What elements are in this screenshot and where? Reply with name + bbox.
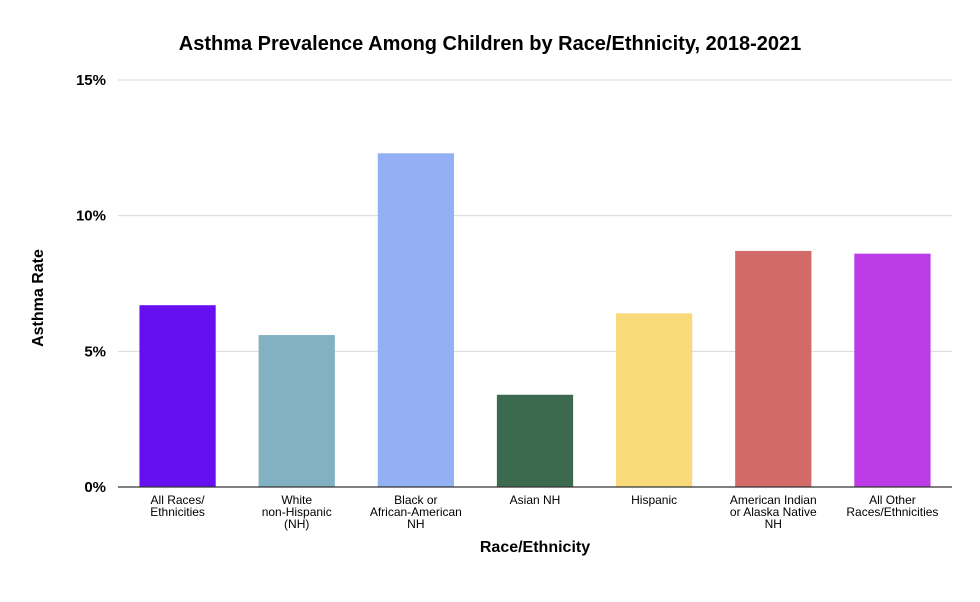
y-tick-label: 5% — [84, 343, 106, 360]
chart-title: Asthma Prevalence Among Children by Race… — [179, 33, 801, 55]
x-tick-label-line: All Races/ — [151, 493, 206, 507]
x-tick-label-line: or Alaska Native — [730, 505, 817, 519]
x-tick-label-line: American Indian — [730, 493, 817, 507]
x-tick-label-line: Black or — [394, 493, 437, 507]
x-tick-label: All Other Races/Ethnicities — [846, 493, 938, 519]
x-tick-label-line: Hispanic — [631, 493, 677, 507]
y-axis-ticks: 0% 5% 10% 15% — [76, 72, 106, 496]
x-tick-label: White non-Hispanic (NH) — [262, 493, 332, 531]
x-tick-label-line: Asian NH — [510, 493, 561, 507]
bar — [854, 253, 931, 487]
x-tick-label-line: White — [281, 493, 312, 507]
x-tick-label: All Races/Ethnicities — [150, 493, 205, 519]
x-tick-label-line: NH — [407, 517, 424, 531]
bar — [377, 153, 454, 487]
x-tick-label-line: non-Hispanic — [262, 505, 332, 519]
x-tick-label-line: (NH) — [284, 517, 309, 531]
x-axis-title: Race/Ethnicity — [480, 539, 590, 556]
x-tick-label: Black or African-American NH — [370, 493, 462, 531]
y-axis-title: Asthma Rate — [30, 249, 47, 347]
x-tick-label: Hispanic — [631, 493, 677, 507]
grid-lines — [118, 79, 952, 352]
x-axis-ticks: All Races/Ethnicities White non-Hispanic (N… — [150, 493, 938, 531]
x-tick-label-line: Ethnicities — [150, 505, 205, 519]
x-tick-label: Asian NH — [510, 493, 561, 507]
bar — [616, 313, 693, 487]
bar — [139, 305, 216, 487]
bar — [496, 394, 574, 487]
x-tick-label-line: Races/Ethnicities — [846, 505, 938, 519]
x-tick-label-line: African-American — [370, 505, 462, 519]
bar — [735, 250, 812, 487]
bar — [258, 335, 335, 487]
y-tick-label: 15% — [76, 72, 106, 89]
bars — [139, 153, 931, 487]
x-tick-label-line: NH — [765, 517, 782, 531]
x-tick-label: American Indian or Alaska Native NH — [730, 493, 817, 531]
y-tick-label: 10% — [76, 208, 106, 225]
y-tick-label: 0% — [84, 479, 106, 496]
x-tick-label-line: All Other — [869, 493, 916, 507]
